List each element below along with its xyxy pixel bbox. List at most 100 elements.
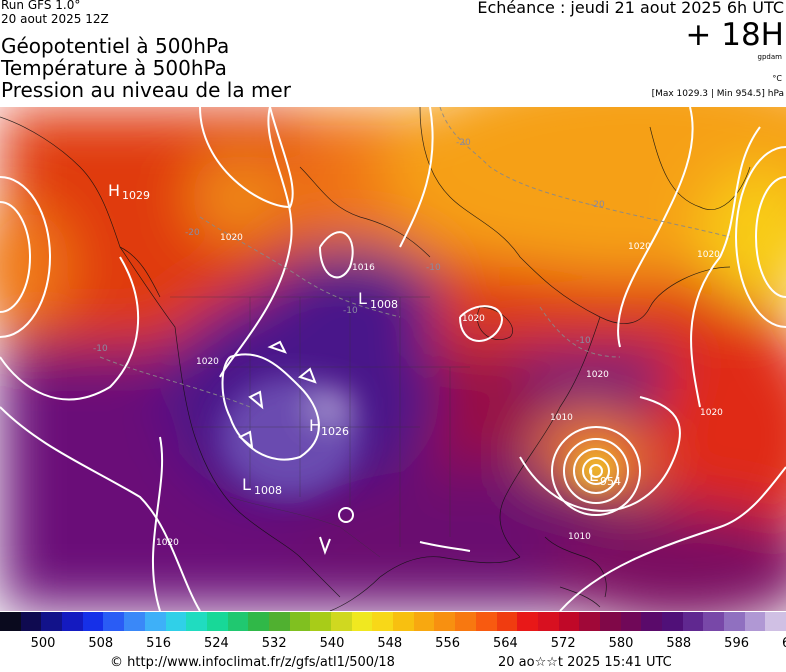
color-swatch — [331, 612, 352, 631]
isobar-label: 1020 — [628, 242, 651, 252]
color-swatch — [682, 612, 704, 631]
color-swatch — [599, 612, 621, 631]
borders — [170, 296, 470, 558]
color-swatch — [144, 612, 166, 631]
pressure-centers: H 1029 L 1008 H 1026 L 1008 L 954 — [108, 181, 621, 497]
color-swatch — [579, 612, 600, 631]
color-swatch — [41, 612, 63, 631]
copyright-url: © http://www.infoclimat.fr/z/gfs/atl1/50… — [110, 655, 395, 670]
title-geopotential: Géopotentiel à 500hPa — [1, 34, 230, 58]
isobar-label: 1010 — [550, 413, 573, 423]
color-swatch — [227, 612, 249, 631]
pressure-center-type: L — [242, 475, 251, 494]
temperature-labels: -20 -20 -20 -10 -10 -10 -10 — [93, 138, 605, 354]
pressure-center-value: 954 — [600, 475, 621, 488]
color-swatch — [103, 612, 125, 631]
color-swatch — [289, 612, 311, 631]
color-swatch — [351, 612, 373, 631]
generated-date: 20 ao☆☆t 2025 15:41 UTC — [498, 655, 672, 670]
color-swatch — [124, 612, 145, 631]
isobar-label: 1020 — [700, 408, 723, 418]
color-swatch — [82, 612, 104, 631]
temperature-label: -10 — [576, 336, 591, 346]
color-scale-tick: 540 — [319, 636, 345, 651]
title-pressure: Pression au niveau de la mer — [1, 78, 291, 102]
color-scale-tick: 604 — [782, 636, 786, 651]
pressure-center: H 1029 — [108, 181, 150, 202]
map-titles: Géopotentiel à 500hPa Température à 500h… — [1, 35, 291, 101]
color-swatch — [765, 612, 786, 631]
color-scale-tick: 524 — [203, 636, 229, 651]
color-swatch — [206, 612, 228, 631]
color-scale-tick: 556 — [435, 636, 461, 651]
color-swatch — [62, 612, 83, 631]
color-swatch — [724, 612, 745, 631]
title-temperature: Température à 500hPa — [1, 56, 227, 80]
color-swatch — [248, 612, 269, 631]
temperature-label: -10 — [426, 263, 441, 273]
color-scale-tick: 572 — [550, 636, 576, 651]
color-swatch — [372, 612, 394, 631]
isobar-label: 1020 — [462, 314, 485, 324]
valid-time: Echéance : jeudi 21 aout 2025 6h UTC — [477, 0, 784, 17]
color-scale-tick: 500 — [30, 636, 56, 651]
color-swatch — [434, 612, 456, 631]
color-swatch — [703, 612, 725, 631]
isobar-label: 1020 — [196, 357, 219, 367]
color-scale-tick: 508 — [88, 636, 114, 651]
isobars — [0, 107, 786, 611]
color-swatch — [537, 612, 559, 631]
pressure-center: L 1008 — [242, 475, 282, 497]
pressure-center: H 1026 — [309, 416, 349, 438]
color-swatch — [662, 612, 683, 631]
isobar-label: 1016 — [352, 263, 375, 273]
pressure-center-type: H — [309, 416, 321, 435]
pressure-max-min: [Max 1029.3 | Min 954.5] hPa — [651, 89, 784, 99]
color-swatch — [413, 612, 435, 631]
color-scale-tick: 548 — [377, 636, 403, 651]
color-swatch — [641, 612, 662, 631]
isobar-label: 1010 — [568, 532, 591, 542]
temperature-label: -20 — [456, 138, 471, 148]
color-swatch — [517, 612, 538, 631]
temperature-label: -10 — [93, 344, 108, 354]
map-svg: H 1029 L 1008 H 1026 L 1008 L 954 1020 1… — [0, 107, 786, 611]
lead-time: + 18H — [685, 17, 784, 53]
isobar-labels: 1020 1020 1016 1020 1020 1020 1020 1020 … — [156, 233, 723, 548]
color-scale-ticks: 500 508 516 524 532 540 548 556 564 572 580 588 596 6… — [0, 636, 786, 654]
pressure-center-type: H — [108, 181, 120, 200]
color-swatch — [744, 612, 766, 631]
isobar-label: 1020 — [697, 250, 720, 260]
run-label: Run GFS 1.0° — [1, 0, 81, 12]
color-swatch — [455, 612, 476, 631]
color-swatch — [393, 612, 414, 631]
color-swatch — [20, 612, 42, 631]
color-swatch — [165, 612, 187, 631]
color-scale-tick: 516 — [146, 636, 172, 651]
pressure-center-value: 1008 — [370, 298, 398, 311]
temperature-label: -10 — [343, 306, 358, 316]
coastlines — [0, 107, 751, 611]
pressure-center-type: L — [589, 466, 598, 485]
pressure-center: L 1008 — [358, 289, 398, 311]
unit-geopotential: gpdam — [757, 53, 782, 61]
color-swatch — [475, 612, 497, 631]
color-swatch — [268, 612, 290, 631]
isobar-label: 1020 — [156, 538, 179, 548]
temperature-label: -20 — [590, 200, 605, 210]
color-swatch — [496, 612, 518, 631]
isobar-label: 1020 — [586, 370, 609, 380]
pressure-center-type: L — [358, 289, 367, 308]
isobar-label: 1020 — [220, 233, 243, 243]
color-scale-tick: 588 — [666, 636, 692, 651]
pressure-center-value: 1026 — [321, 425, 349, 438]
color-scale-tick: 580 — [608, 636, 634, 651]
temperature-label: -20 — [185, 228, 200, 238]
color-scale-tick: 532 — [261, 636, 287, 651]
isotherms — [99, 107, 731, 408]
color-scale-tick: 596 — [724, 636, 750, 651]
color-scale — [0, 612, 786, 631]
color-swatch — [0, 612, 21, 631]
color-swatch — [620, 612, 642, 631]
run-date: 20 aout 2025 12Z — [1, 12, 109, 26]
